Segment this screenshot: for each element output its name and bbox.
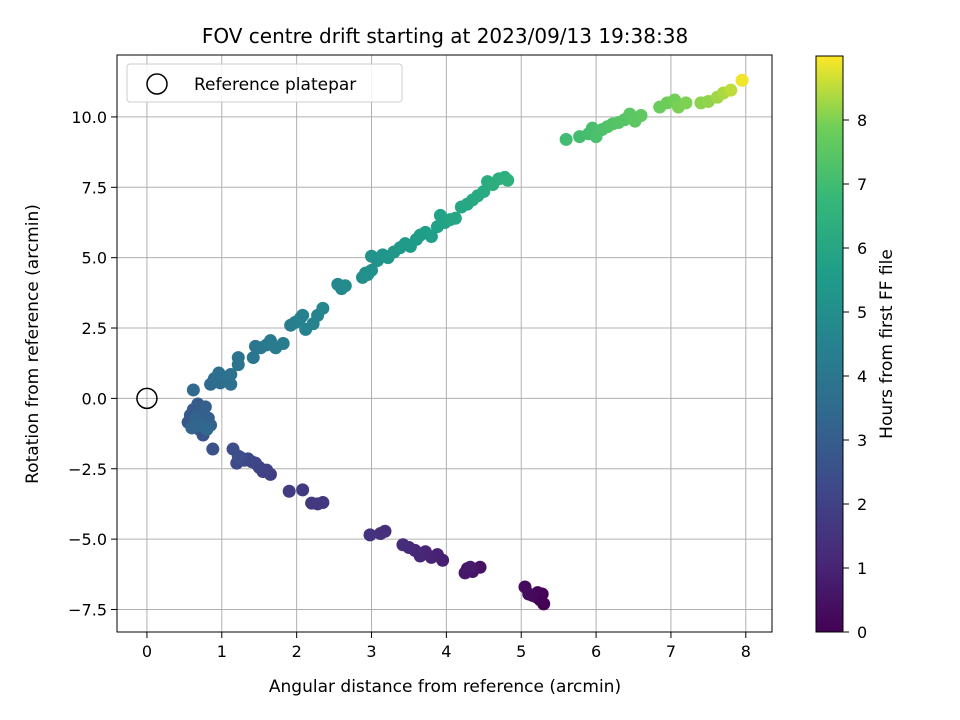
y-tick-label: 2.5 bbox=[82, 319, 107, 338]
data-point bbox=[679, 96, 693, 110]
colorbar-tick-label: 1 bbox=[857, 559, 867, 578]
chart-title: FOV centre drift starting at 2023/09/13 … bbox=[202, 24, 688, 48]
data-point bbox=[296, 483, 310, 497]
colorbar-tick-label: 3 bbox=[857, 431, 867, 450]
data-point bbox=[396, 538, 410, 552]
data-point bbox=[338, 279, 352, 293]
legend: Reference platepar bbox=[126, 63, 403, 103]
grid-lines bbox=[117, 55, 772, 632]
data-point bbox=[522, 587, 536, 601]
data-point bbox=[365, 263, 379, 277]
y-axis-ticks: −7.5 −5.0 −2.5 0.0 2.5 5.0 7.5 10.0 bbox=[68, 108, 117, 619]
data-point bbox=[276, 337, 290, 350]
data-point bbox=[559, 132, 573, 146]
data-point bbox=[246, 351, 260, 365]
y-tick-label: −7.5 bbox=[68, 600, 107, 619]
data-point bbox=[477, 185, 491, 199]
y-tick-label: 7.5 bbox=[82, 178, 107, 197]
y-tick-label: −2.5 bbox=[68, 460, 107, 479]
data-point bbox=[634, 109, 648, 123]
x-tick-label: 6 bbox=[591, 642, 601, 661]
y-tick-label: 0.0 bbox=[82, 389, 107, 408]
data-point bbox=[231, 351, 245, 365]
data-point bbox=[224, 377, 238, 391]
data-point bbox=[448, 211, 462, 225]
data-point bbox=[200, 422, 214, 436]
colorbar-label: Hours from first FF file bbox=[877, 249, 897, 439]
legend-label: Reference platepar bbox=[194, 75, 356, 95]
data-point bbox=[305, 496, 319, 510]
data-point bbox=[296, 308, 310, 322]
plot-frame bbox=[116, 54, 773, 633]
data-point bbox=[206, 442, 220, 456]
x-tick-label: 7 bbox=[666, 642, 676, 661]
x-tick-label: 4 bbox=[441, 642, 451, 661]
x-axis-ticks: 0 1 2 3 4 5 6 7 8 bbox=[142, 632, 751, 661]
colorbar-tick-label: 7 bbox=[857, 175, 867, 194]
data-point bbox=[186, 383, 200, 397]
colorbar-ticks: 0 1 2 3 4 5 6 7 8 bbox=[843, 111, 867, 642]
colorbar-tick-label: 6 bbox=[857, 239, 867, 258]
x-axis-label: Angular distance from reference (arcmin) bbox=[269, 677, 621, 697]
y-tick-label: 10.0 bbox=[71, 108, 107, 127]
data-point bbox=[282, 484, 296, 498]
data-point bbox=[198, 400, 212, 414]
x-tick-label: 1 bbox=[217, 642, 227, 661]
x-tick-label: 2 bbox=[292, 642, 302, 661]
data-point bbox=[224, 367, 238, 381]
colorbar bbox=[815, 55, 844, 633]
legend-box bbox=[126, 63, 403, 103]
data-point bbox=[373, 526, 387, 540]
data-points bbox=[181, 73, 749, 611]
data-point bbox=[735, 73, 749, 87]
data-point bbox=[424, 230, 438, 244]
data-point bbox=[316, 301, 330, 315]
data-point bbox=[501, 173, 515, 187]
x-tick-label: 3 bbox=[366, 642, 376, 661]
x-tick-label: 0 bbox=[142, 642, 152, 661]
data-point bbox=[231, 449, 245, 463]
y-tick-label: −5.0 bbox=[68, 530, 107, 549]
colorbar-tick-label: 5 bbox=[857, 303, 867, 322]
data-point bbox=[463, 560, 477, 574]
colorbar-tick-label: 4 bbox=[857, 367, 867, 386]
reference-platepar-marker bbox=[136, 387, 158, 410]
y-tick-label: 5.0 bbox=[82, 249, 107, 268]
colorbar-tick-label: 8 bbox=[857, 111, 867, 130]
x-tick-label: 8 bbox=[741, 642, 751, 661]
y-axis-label: Rotation from reference (arcmin) bbox=[23, 204, 43, 484]
legend-marker bbox=[146, 73, 168, 95]
colorbar-tick-label: 2 bbox=[857, 495, 867, 514]
data-point bbox=[363, 528, 377, 542]
x-tick-label: 5 bbox=[516, 642, 526, 661]
data-point bbox=[724, 83, 738, 97]
colorbar-tick-label: 0 bbox=[857, 623, 867, 642]
